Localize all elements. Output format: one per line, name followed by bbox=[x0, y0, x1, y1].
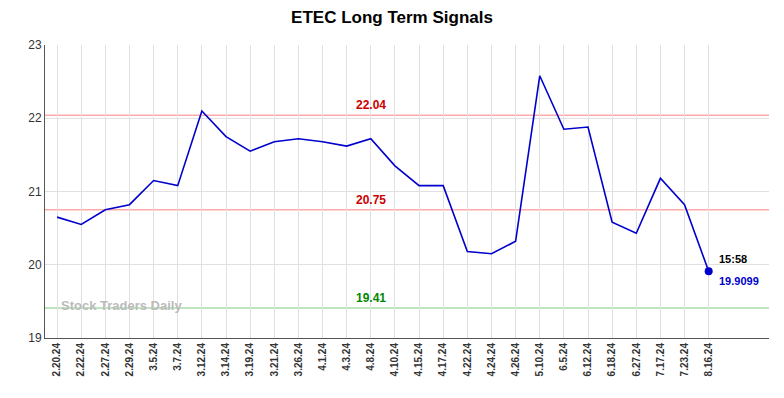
svg-text:7.23.24: 7.23.24 bbox=[679, 343, 690, 377]
svg-text:6.5.24: 6.5.24 bbox=[558, 343, 569, 371]
svg-text:ETEC Long Term Signals: ETEC Long Term Signals bbox=[291, 8, 493, 27]
svg-text:3.5.24: 3.5.24 bbox=[148, 343, 159, 371]
svg-text:20: 20 bbox=[28, 258, 42, 272]
svg-text:3.7.24: 3.7.24 bbox=[172, 343, 183, 371]
svg-text:3.21.24: 3.21.24 bbox=[269, 343, 280, 377]
svg-text:23: 23 bbox=[28, 38, 42, 52]
svg-text:6.27.24: 6.27.24 bbox=[631, 343, 642, 377]
svg-text:4.15.24: 4.15.24 bbox=[413, 343, 424, 377]
svg-text:2.29.24: 2.29.24 bbox=[124, 343, 135, 377]
svg-text:19: 19 bbox=[28, 331, 42, 345]
svg-text:2.27.24: 2.27.24 bbox=[100, 343, 111, 377]
svg-text:4.3.24: 4.3.24 bbox=[341, 343, 352, 371]
svg-text:6.18.24: 6.18.24 bbox=[606, 343, 617, 377]
svg-text:3.26.24: 3.26.24 bbox=[293, 343, 304, 377]
svg-text:4.10.24: 4.10.24 bbox=[389, 343, 400, 377]
svg-text:7.17.24: 7.17.24 bbox=[655, 343, 666, 377]
svg-text:4.1.24: 4.1.24 bbox=[317, 343, 328, 371]
svg-text:3.12.24: 3.12.24 bbox=[196, 343, 207, 377]
svg-text:5.10.24: 5.10.24 bbox=[534, 343, 545, 377]
svg-text:4.26.24: 4.26.24 bbox=[510, 343, 521, 377]
svg-text:4.17.24: 4.17.24 bbox=[437, 343, 448, 377]
svg-text:21: 21 bbox=[28, 185, 42, 199]
svg-text:4.22.24: 4.22.24 bbox=[462, 343, 473, 377]
svg-text:2.22.24: 2.22.24 bbox=[75, 343, 86, 377]
svg-text:Stock Traders Daily: Stock Traders Daily bbox=[61, 298, 182, 313]
svg-text:4.24.24: 4.24.24 bbox=[486, 343, 497, 377]
svg-text:19.9099: 19.9099 bbox=[719, 275, 759, 287]
svg-text:4.8.24: 4.8.24 bbox=[365, 343, 376, 371]
svg-text:3.19.24: 3.19.24 bbox=[244, 343, 255, 377]
svg-text:22.04: 22.04 bbox=[356, 98, 386, 112]
svg-text:6.12.24: 6.12.24 bbox=[582, 343, 593, 377]
svg-text:3.14.24: 3.14.24 bbox=[220, 343, 231, 377]
svg-text:8.16.24: 8.16.24 bbox=[703, 343, 714, 377]
svg-text:20.75: 20.75 bbox=[356, 193, 386, 207]
svg-text:22: 22 bbox=[28, 111, 42, 125]
svg-text:2.20.24: 2.20.24 bbox=[51, 343, 62, 377]
svg-text:15:58: 15:58 bbox=[719, 253, 747, 265]
svg-text:19.41: 19.41 bbox=[356, 291, 386, 305]
